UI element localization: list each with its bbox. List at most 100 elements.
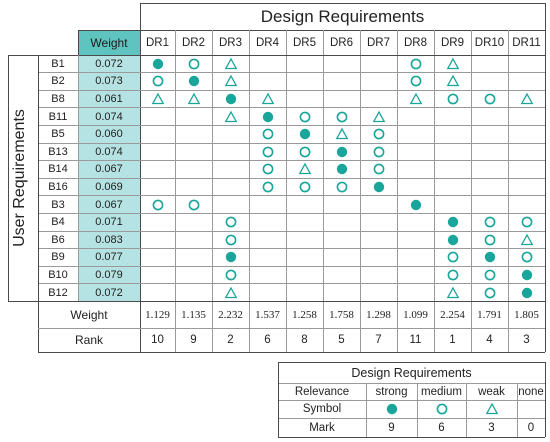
medium-shape xyxy=(225,216,236,228)
strong-shape xyxy=(225,252,236,263)
row-weight: 0.077 xyxy=(95,251,123,264)
strong-shape xyxy=(262,111,273,122)
dr-rank: 7 xyxy=(375,334,382,346)
row-line xyxy=(38,195,545,197)
dr-header: DR5 xyxy=(292,36,316,49)
row-weight: 0.061 xyxy=(95,92,123,105)
strong-relevance-icon xyxy=(225,93,236,105)
row-weight: 0.074 xyxy=(95,110,123,123)
legend-mark-value: 9 xyxy=(388,421,395,434)
strong-relevance-icon xyxy=(484,252,495,263)
legend-border-bottom xyxy=(278,436,545,438)
medium-shape xyxy=(336,111,347,122)
medium-relevance-icon xyxy=(447,251,458,263)
weak-relevance-icon xyxy=(409,92,422,105)
weak-shape xyxy=(224,110,237,122)
medium-relevance-icon xyxy=(521,251,532,263)
medium-shape xyxy=(373,163,384,175)
weak-shape xyxy=(446,57,459,69)
medium-shape xyxy=(436,403,447,415)
medium-shape xyxy=(484,93,495,105)
legend-mark-value: 6 xyxy=(438,421,445,434)
strong-shape xyxy=(484,252,495,263)
dr-column-line xyxy=(470,30,472,352)
dr-header: DR3 xyxy=(218,36,242,49)
dr-weight: 2.254 xyxy=(440,308,465,321)
side-column-top xyxy=(8,54,38,56)
medium-relevance-icon xyxy=(410,58,421,70)
weak-shape xyxy=(485,402,498,415)
strong-shape xyxy=(299,128,310,140)
dr-header: DR7 xyxy=(366,36,390,49)
row-line xyxy=(38,54,545,56)
legend-level-name: weak xyxy=(478,385,505,398)
row-line xyxy=(38,265,545,267)
dr-column-line xyxy=(507,30,509,352)
dr-header: DR4 xyxy=(255,36,279,49)
medium-shape xyxy=(262,181,273,193)
dr-weight: 1.135 xyxy=(181,308,206,321)
row-label: B16 xyxy=(48,180,68,193)
legend-medium-icon xyxy=(436,403,447,415)
weak-shape xyxy=(224,75,237,87)
weak-shape xyxy=(520,92,533,105)
medium-relevance-icon xyxy=(521,216,532,228)
medium-shape xyxy=(262,163,273,175)
legend-mark-label: Mark xyxy=(309,421,335,434)
weak-shape xyxy=(335,127,348,140)
row-line xyxy=(38,212,545,214)
medium-shape xyxy=(299,181,310,193)
row-label: B4 xyxy=(51,216,65,229)
strong-relevance-icon xyxy=(336,164,347,175)
legend-border-right xyxy=(544,362,546,437)
strong-relevance-icon xyxy=(336,146,347,157)
medium-shape xyxy=(484,287,495,298)
medium-relevance-icon xyxy=(410,75,421,87)
title-border-left xyxy=(139,3,141,352)
weak-shape xyxy=(446,286,459,298)
strong-shape xyxy=(188,76,199,87)
legend-line xyxy=(278,399,545,401)
dr-weight: 2.232 xyxy=(218,308,243,321)
medium-shape xyxy=(373,146,384,158)
medium-relevance-icon xyxy=(152,199,163,210)
weak-relevance-icon xyxy=(446,57,459,69)
row-label: B5 xyxy=(51,128,65,141)
weight-column-left xyxy=(77,55,79,302)
legend-border-top xyxy=(278,361,545,363)
row-line xyxy=(38,124,545,126)
legend-level-name: strong xyxy=(375,385,408,398)
outer-border-right xyxy=(544,3,546,352)
strong-shape xyxy=(336,164,347,175)
medium-relevance-icon xyxy=(447,269,458,281)
dr-rank: 5 xyxy=(338,334,345,346)
row-line xyxy=(38,107,545,109)
label-column-left xyxy=(37,55,39,302)
medium-relevance-icon xyxy=(262,181,273,193)
dr-header: DR11 xyxy=(512,36,541,49)
dr-weight: 1.758 xyxy=(329,308,354,321)
dr-header: DR2 xyxy=(181,36,205,49)
weak-relevance-icon xyxy=(224,75,237,87)
medium-relevance-icon xyxy=(152,75,163,87)
weak-relevance-icon xyxy=(151,92,164,105)
strong-shape xyxy=(521,269,532,281)
legend-column-line xyxy=(365,383,367,437)
medium-shape xyxy=(484,234,495,246)
legend-strong-icon xyxy=(386,403,397,415)
medium-relevance-icon xyxy=(373,146,384,158)
row-line xyxy=(38,177,545,179)
legend-line xyxy=(278,382,545,384)
strong-shape xyxy=(447,234,458,245)
strong-relevance-icon xyxy=(299,128,310,140)
dr-column-line xyxy=(174,30,176,352)
side-title: User Requirements xyxy=(11,109,28,248)
dr-header: DR8 xyxy=(403,36,427,49)
dr-column-line xyxy=(396,30,398,352)
medium-shape xyxy=(225,269,236,281)
weak-relevance-icon xyxy=(520,233,533,245)
medium-relevance-icon xyxy=(262,146,273,158)
row-weight: 0.060 xyxy=(95,128,123,141)
dr-header: DR9 xyxy=(440,36,464,49)
medium-relevance-icon xyxy=(188,58,199,70)
